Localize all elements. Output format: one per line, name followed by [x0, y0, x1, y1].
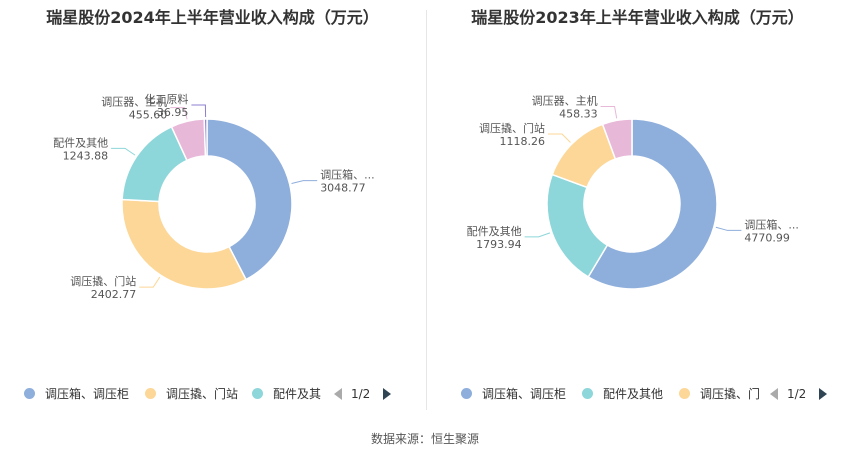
donut-slice[interactable] — [121, 198, 248, 290]
donut-slice[interactable] — [206, 118, 293, 281]
slice-label-name: 配件及其他 — [53, 136, 108, 149]
donut-slice[interactable] — [587, 118, 718, 290]
label-leader-line — [715, 226, 742, 231]
slice-label-value: 36.95 — [157, 106, 189, 119]
donut-slice[interactable] — [546, 173, 609, 278]
legend-label: 调压箱、调压柜 — [45, 387, 130, 401]
chart-panel-2024: 瑞星股份2024年上半年营业收入构成（万元） 调压箱、... 3048.77 调压撬… — [0, 0, 425, 420]
slice-label-name: 化工原料 — [144, 92, 188, 106]
legend-item[interactable]: 配件及其他 — [582, 384, 663, 404]
legend-label: 配件及其他 — [603, 387, 664, 401]
slice-label-name: 调压撬、门站 — [479, 121, 545, 135]
legend-label: 调压撬、门站 — [166, 387, 239, 401]
legend-label: 调压撬、门 — [700, 387, 761, 401]
panel-divider — [426, 10, 427, 410]
legend-marker-icon — [145, 388, 156, 399]
donut-slice[interactable] — [601, 118, 633, 160]
legend-item[interactable]: 配件及其 — [252, 384, 321, 404]
label-leader-line — [548, 133, 571, 143]
slice-label-value: 458.33 — [559, 108, 598, 121]
label-leader-line — [600, 106, 618, 119]
slice-label-value: 2402.77 — [91, 288, 137, 301]
label-leader-line — [139, 276, 161, 288]
legend-marker-icon — [252, 388, 263, 399]
legend-next-icon[interactable] — [383, 388, 391, 400]
slice-label-value: 1793.94 — [476, 238, 522, 251]
legend-page-indicator: 1/2 — [787, 387, 807, 401]
slice-label-name: 配件及其他 — [467, 225, 522, 238]
label-leader-line — [291, 180, 318, 184]
chart-panel-2023: 瑞星股份2023年上半年营业收入构成（万元） 调压箱、... 4770.99 配件及… — [425, 0, 850, 420]
legend-prev-icon[interactable] — [770, 388, 778, 400]
legend-item[interactable]: 调压撬、门站 — [145, 384, 238, 404]
legend-item[interactable]: 调压撬、门 — [679, 384, 760, 404]
slice-label-value: 1243.88 — [63, 149, 109, 162]
legend-marker-icon — [24, 388, 35, 399]
label-leader-line — [170, 107, 188, 120]
legend-prev-icon[interactable] — [334, 388, 342, 400]
legend-page-indicator: 1/2 — [351, 387, 371, 401]
label-leader-line — [191, 104, 207, 118]
slice-label-name: 调压箱、... — [320, 168, 375, 182]
chart-title: 瑞星股份2024年上半年营业收入构成（万元） — [46, 8, 379, 27]
slice-label-value: 1118.26 — [500, 135, 546, 148]
slice-label-value: 4770.99 — [744, 231, 790, 244]
slice-label-name: 调压撬、门站 — [70, 274, 136, 288]
slice-label-value: 455.60 — [129, 109, 168, 122]
donut-slice[interactable] — [203, 118, 208, 157]
legend-marker-icon — [461, 388, 472, 399]
label-leader-line — [524, 232, 551, 238]
data-source-note: 数据来源：恒生聚源 — [370, 432, 479, 446]
slice-label-name: 调压器、主机 — [101, 95, 167, 109]
slice-label-name: 调压箱、... — [744, 217, 799, 231]
chart-title: 瑞星股份2023年上半年营业收入构成（万元） — [471, 8, 804, 27]
slice-label-value: 3048.77 — [320, 182, 366, 195]
legend-label: 配件及其 — [273, 387, 322, 401]
label-leader-line — [111, 147, 136, 156]
legend-item[interactable]: 调压箱、调压柜 — [24, 384, 129, 404]
legend-label: 调压箱、调压柜 — [482, 387, 567, 401]
slice-label-name: 调压器、主机 — [532, 94, 598, 108]
legend-item[interactable]: 调压箱、调压柜 — [461, 384, 566, 404]
legend-next-icon[interactable] — [819, 388, 827, 400]
legend-marker-icon — [679, 388, 690, 399]
legend-marker-icon — [582, 388, 593, 399]
